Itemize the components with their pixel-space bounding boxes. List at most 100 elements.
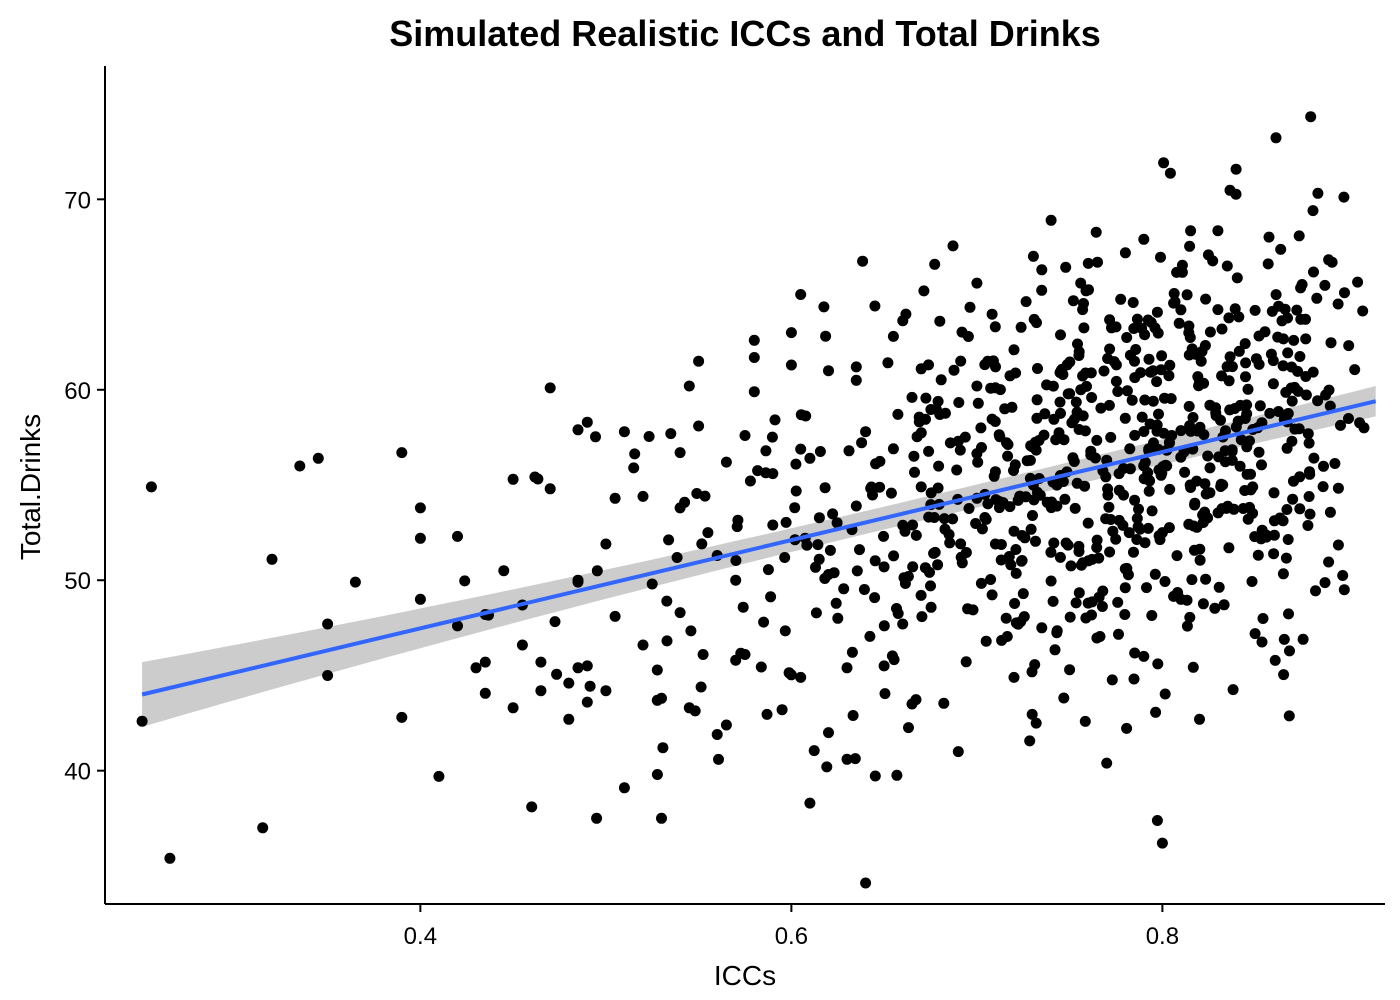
data-point bbox=[730, 555, 742, 566]
data-point bbox=[1123, 527, 1135, 539]
data-point bbox=[951, 464, 963, 476]
data-point bbox=[988, 470, 1000, 482]
data-point bbox=[1071, 406, 1083, 418]
data-point bbox=[1323, 556, 1335, 568]
data-point bbox=[1054, 396, 1066, 408]
data-point bbox=[1230, 163, 1242, 175]
data-point bbox=[1027, 510, 1038, 521]
data-point bbox=[1218, 599, 1230, 611]
data-point bbox=[1202, 450, 1214, 462]
data-point bbox=[1268, 548, 1280, 560]
data-point bbox=[1230, 188, 1242, 200]
y-tick-label: 60 bbox=[64, 378, 91, 405]
data-point bbox=[1338, 584, 1350, 596]
data-point bbox=[1358, 422, 1370, 434]
data-point bbox=[795, 443, 807, 455]
data-point bbox=[646, 578, 658, 590]
data-point bbox=[1018, 611, 1030, 623]
data-point bbox=[858, 584, 870, 595]
data-point bbox=[783, 667, 795, 679]
data-point bbox=[960, 656, 972, 668]
data-point bbox=[1185, 482, 1197, 493]
data-point bbox=[821, 761, 833, 773]
data-point bbox=[1305, 111, 1317, 123]
data-point bbox=[1133, 503, 1144, 515]
data-point bbox=[1091, 434, 1103, 446]
data-point bbox=[1119, 247, 1131, 259]
data-point bbox=[989, 382, 1001, 394]
data-point bbox=[1026, 708, 1038, 720]
data-point bbox=[1079, 480, 1091, 492]
data-point bbox=[1158, 157, 1170, 169]
data-point bbox=[1153, 408, 1164, 420]
data-point bbox=[1080, 285, 1092, 297]
data-point bbox=[899, 525, 911, 537]
data-point bbox=[1138, 233, 1150, 245]
data-point bbox=[919, 562, 931, 574]
data-point bbox=[1204, 462, 1216, 474]
data-point bbox=[535, 685, 547, 697]
data-point bbox=[955, 355, 967, 367]
data-point bbox=[1119, 582, 1131, 594]
data-point bbox=[993, 502, 1005, 514]
data-point bbox=[1300, 389, 1312, 401]
data-point bbox=[1181, 289, 1193, 301]
data-point bbox=[819, 482, 831, 494]
data-point bbox=[915, 589, 927, 601]
data-point bbox=[1104, 343, 1116, 355]
data-point bbox=[1302, 520, 1314, 531]
data-point bbox=[1142, 467, 1154, 479]
data-point bbox=[831, 517, 843, 529]
data-point bbox=[996, 634, 1008, 646]
data-point bbox=[1128, 673, 1140, 685]
data-point bbox=[581, 416, 593, 428]
data-point bbox=[1110, 533, 1122, 545]
data-point bbox=[1152, 327, 1164, 339]
data-point bbox=[1286, 395, 1298, 407]
data-point bbox=[1047, 380, 1059, 392]
data-point bbox=[1057, 476, 1069, 487]
data-point bbox=[964, 301, 976, 313]
data-point bbox=[1275, 243, 1287, 255]
data-point bbox=[1127, 297, 1139, 308]
data-point bbox=[1145, 366, 1156, 378]
data-point bbox=[572, 574, 584, 586]
data-point bbox=[925, 580, 936, 592]
data-point bbox=[785, 327, 797, 339]
data-point bbox=[947, 240, 959, 252]
data-point bbox=[887, 443, 899, 455]
data-point bbox=[1310, 585, 1321, 597]
data-point bbox=[814, 446, 826, 457]
data-point bbox=[1067, 295, 1079, 307]
data-point bbox=[1049, 644, 1061, 656]
data-point bbox=[1045, 214, 1057, 226]
data-point bbox=[933, 460, 945, 472]
data-point bbox=[1048, 537, 1060, 549]
data-point bbox=[1183, 327, 1195, 339]
data-point bbox=[1223, 312, 1235, 324]
data-point bbox=[1163, 522, 1175, 534]
data-point bbox=[1142, 522, 1154, 534]
data-point bbox=[869, 300, 881, 312]
data-point bbox=[929, 546, 941, 558]
data-point bbox=[1096, 601, 1108, 612]
data-point bbox=[1031, 394, 1043, 406]
data-point bbox=[962, 331, 974, 342]
data-point bbox=[433, 770, 445, 782]
data-point bbox=[824, 544, 836, 556]
data-point bbox=[1164, 483, 1176, 495]
data-point bbox=[1077, 304, 1089, 316]
data-point bbox=[1159, 392, 1170, 404]
data-point bbox=[1246, 576, 1258, 587]
data-point bbox=[1199, 340, 1211, 351]
data-point bbox=[971, 448, 983, 460]
data-point bbox=[696, 538, 708, 550]
y-axis-label: Total.Drinks bbox=[15, 414, 46, 560]
data-point bbox=[685, 625, 697, 637]
data-point bbox=[609, 492, 621, 504]
data-point bbox=[1216, 503, 1228, 515]
data-point bbox=[923, 359, 934, 371]
data-point bbox=[1064, 611, 1076, 623]
data-point bbox=[882, 357, 894, 369]
data-point bbox=[1156, 350, 1168, 362]
